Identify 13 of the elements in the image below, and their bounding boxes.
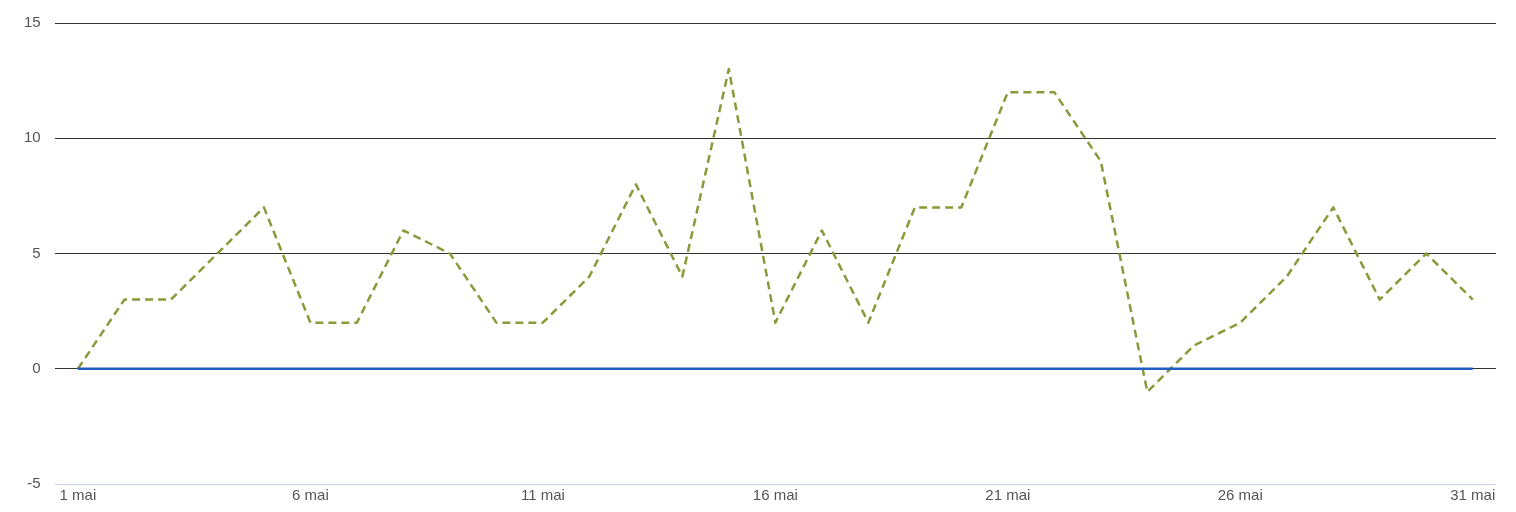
y-tick-label: 5 bbox=[32, 243, 41, 261]
x-tick-label: 6 mai bbox=[292, 486, 329, 504]
y-tick-label: 0 bbox=[32, 358, 41, 376]
x-tick-label: 21 mai bbox=[985, 486, 1031, 504]
y-tick-label: -5 bbox=[27, 474, 41, 492]
y-tick-label: 10 bbox=[24, 128, 41, 146]
x-tick-label: 31 mai bbox=[1450, 486, 1496, 504]
x-tick-label: 16 mai bbox=[752, 486, 798, 504]
x-tick-label: 26 mai bbox=[1217, 486, 1263, 504]
y-tick-label: 15 bbox=[24, 13, 41, 31]
x-tick-label: 1 mai bbox=[59, 486, 97, 504]
line-series bbox=[76, 67, 1474, 394]
x-tick-label: 11 mai bbox=[520, 486, 565, 504]
